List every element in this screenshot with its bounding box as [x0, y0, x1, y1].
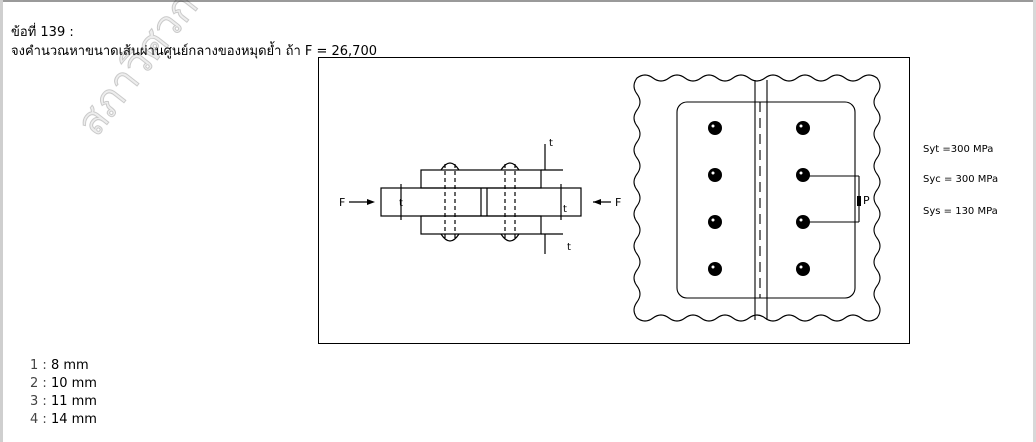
choice-label: 10 mm — [50, 376, 97, 391]
choice-label: 8 mm — [50, 358, 89, 373]
rivet — [708, 168, 722, 182]
top-thickness-label: t — [549, 138, 553, 149]
watermark: สภาวิศวกร ขอ — [67, 0, 261, 145]
pitch-label: P — [863, 194, 870, 207]
rivet — [796, 168, 810, 182]
sys-value: Sys = 130 MPa — [923, 206, 998, 217]
right-border — [1033, 0, 1036, 442]
choice-1[interactable]: 1 : 8 mm — [30, 358, 89, 373]
top-border — [0, 0, 1036, 2]
joint-drawing: F F t t t t P — [339, 74, 881, 322]
rivet — [708, 215, 722, 229]
syc-value: Syc = 300 MPa — [923, 174, 999, 185]
bottom-thickness-label: t — [567, 242, 571, 253]
plate-thickness-label: t — [399, 198, 403, 209]
answer-choices: 1 : 8 mm 2 : 10 mm 3 : 11 mm 4 : 14 mm — [30, 357, 97, 429]
question-number: ข้อที่ 139 : — [11, 25, 74, 40]
choice-label: 11 mm — [50, 394, 97, 409]
rivet — [708, 121, 722, 135]
rivet — [796, 215, 810, 229]
cover-plate-outline — [676, 101, 856, 299]
right-plate-thickness-label: t — [563, 204, 567, 215]
top-cover-plate — [420, 169, 542, 189]
left-force-label: F — [339, 196, 345, 209]
left-border — [0, 0, 3, 442]
choice-3[interactable]: 3 : 11 mm — [30, 394, 97, 409]
rivet — [708, 262, 722, 276]
syt-value: Syt =300 MPa — [923, 144, 994, 155]
rivet — [796, 262, 810, 276]
choice-label: 14 mm — [50, 412, 97, 427]
bottom-cover-plate — [420, 215, 542, 235]
choice-4[interactable]: 4 : 14 mm — [30, 412, 97, 427]
choice-2[interactable]: 2 : 10 mm — [30, 376, 97, 391]
question-text: จงคำนวณหาขนาดเส้นผ่านศูนย์กลางของหมุดย้ำ… — [11, 44, 377, 59]
right-force-label: F — [615, 196, 621, 209]
rivet-joint-figure: F F t t t t P — [318, 57, 910, 344]
rivet — [796, 121, 810, 135]
